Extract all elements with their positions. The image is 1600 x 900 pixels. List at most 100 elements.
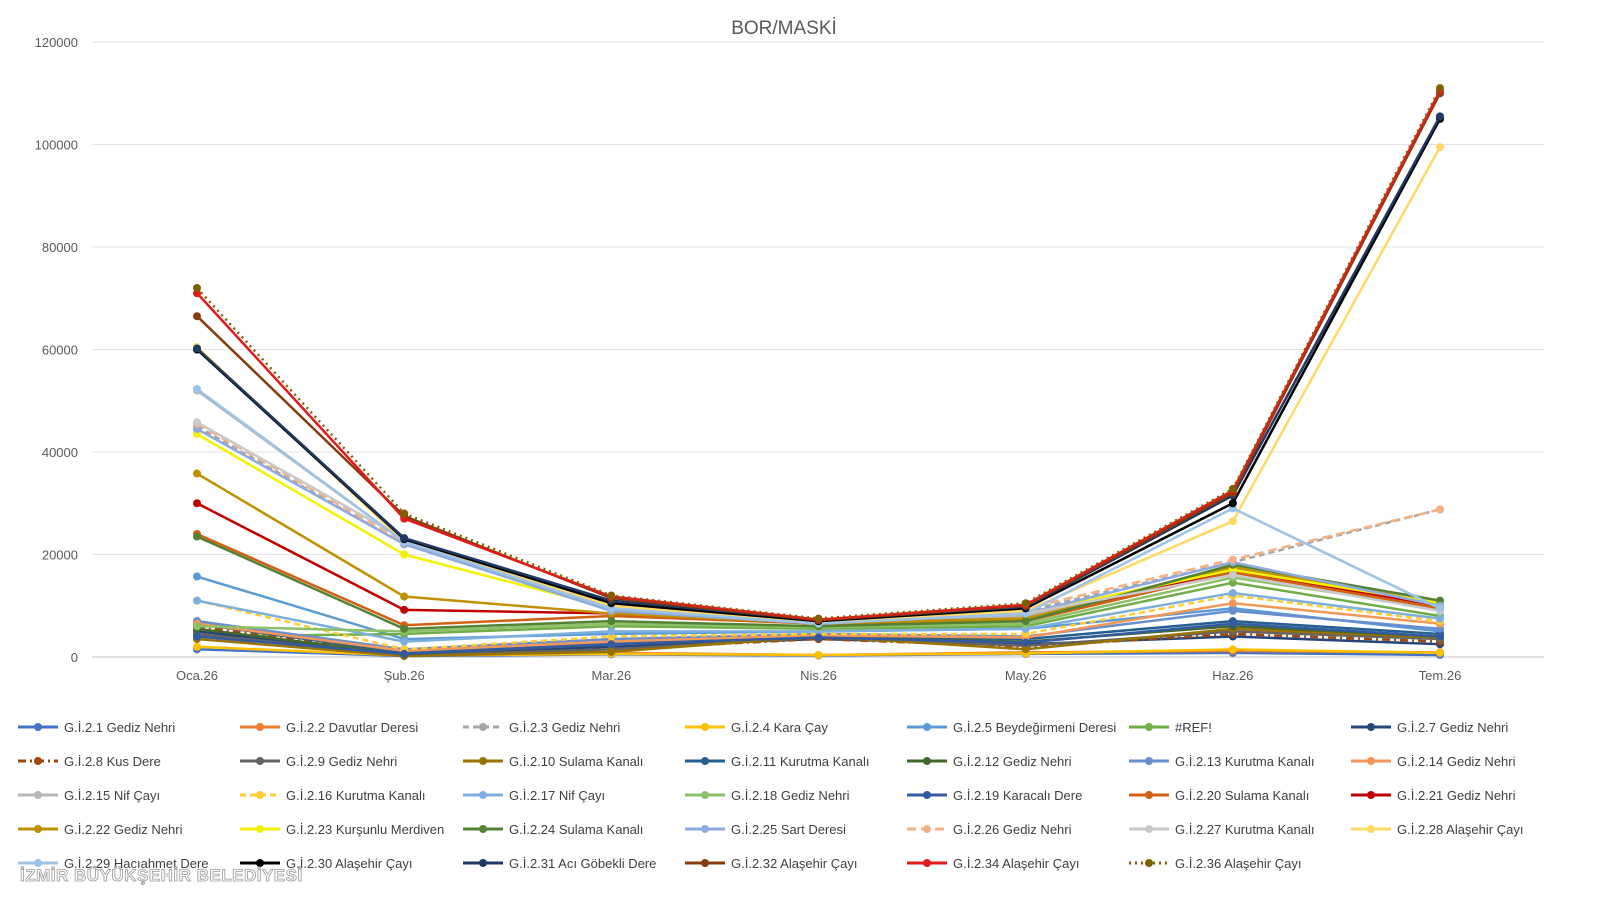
legend-label: G.İ.2.29 Hacıahmet Dere	[64, 855, 209, 871]
data-point	[814, 633, 823, 642]
legend-item: G.İ.2.16 Kurutma Kanalı	[238, 785, 425, 805]
legend-label: G.İ.2.15 Nif Çayı	[64, 787, 161, 803]
legend-swatch	[240, 825, 280, 833]
data-point	[400, 550, 409, 559]
legend-label: G.İ.2.10 Sulama Kanalı	[509, 753, 644, 769]
legend-item: G.İ.2.26 Gediz Nehri	[905, 819, 1072, 839]
series-15	[193, 386, 1444, 628]
legend-label: G.İ.2.31 Acı Göbekli Dere	[509, 855, 657, 871]
legend-item: G.İ.2.11 Kurutma Kanalı	[683, 751, 870, 771]
x-tick-label: Tem.26	[1419, 668, 1462, 683]
legend-item: G.İ.2.13 Kurutma Kanalı	[1127, 751, 1314, 771]
series-32	[193, 89, 1444, 625]
y-axis-ticks: 0 20000 40000 60000 80000 100000 120000	[35, 35, 78, 665]
legend-swatch	[1129, 723, 1169, 731]
legend-item: G.İ.2.17 Nif Çayı	[461, 785, 605, 805]
gridlines	[92, 41, 1544, 658]
legend-item: G.İ.2.30 Alaşehir Çayı	[238, 853, 412, 873]
data-point	[193, 284, 201, 292]
legend-swatch	[907, 825, 947, 833]
legend-label: G.İ.2.36 Alaşehir Çayı	[1175, 855, 1302, 871]
legend-item: G.İ.2.36 Alaşehir Çayı	[1127, 853, 1301, 873]
legend-label: G.İ.2.28 Alaşehir Çayı	[1397, 821, 1524, 837]
legend-swatch	[907, 757, 947, 765]
legend-item: G.İ.2.3 Gediz Nehri	[461, 717, 620, 737]
data-point	[193, 642, 201, 651]
legend-swatch	[685, 859, 725, 867]
data-point	[1436, 112, 1444, 121]
legend-item: G.İ.2.31 Acı Göbekli Dere	[461, 853, 656, 873]
data-point	[400, 509, 409, 518]
legend-item: G.İ.2.23 Kurşunlu Merdiven	[238, 819, 444, 839]
legend-item: G.İ.2.15 Nif Çayı	[16, 785, 160, 805]
legend-label: G.İ.2.18 Gediz Nehri	[731, 787, 850, 803]
legend-label: G.İ.2.24 Sulama Kanalı	[509, 821, 644, 837]
legend-swatch	[18, 859, 58, 867]
data-point	[1021, 617, 1030, 626]
y-tick-label: 120000	[35, 35, 78, 50]
legend-swatch	[907, 723, 947, 731]
data-point	[400, 592, 409, 601]
legend-swatch	[1351, 757, 1391, 765]
legend-label: G.İ.2.11 Kurutma Kanalı	[731, 753, 870, 769]
chart-legend: G.İ.2.1 Gediz Nehri G.İ.2.2 Davutlar Dere…	[0, 720, 1600, 900]
data-point	[1228, 645, 1237, 654]
data-point	[193, 469, 201, 478]
data-point	[607, 640, 616, 649]
legend-label: G.İ.2.2 Davutlar Deresi	[286, 719, 419, 735]
legend-label: G.İ.2.27 Kurutma Kanalı	[1175, 821, 1315, 837]
data-point	[607, 647, 616, 656]
data-point	[193, 499, 201, 508]
data-point	[1436, 614, 1444, 623]
legend-label: G.İ.2.8 Kus Dere	[64, 753, 161, 769]
data-point	[193, 384, 201, 393]
legend-label: G.İ.2.32 Alaşehir Çayı	[731, 855, 858, 871]
data-point	[1436, 648, 1444, 657]
legend-swatch	[907, 791, 947, 799]
legend-label: G.İ.2.26 Gediz Nehri	[953, 821, 1072, 837]
legend-item: G.İ.2.25 Sart Deresi	[683, 819, 846, 839]
series-line	[196, 118, 1442, 623]
x-tick-label: Haz.26	[1212, 668, 1253, 683]
data-point	[193, 572, 201, 581]
data-point	[1436, 632, 1444, 641]
x-axis-ticks: Oca.26 Şub.26 Mar.26 Nis.26 May.26 Haz.26 Tem.…	[176, 668, 1461, 683]
legend-item: G.İ.2.32 Alaşehir Çayı	[683, 853, 857, 873]
data-point	[1228, 517, 1237, 526]
y-tick-label: 0	[71, 650, 78, 665]
data-point	[400, 624, 409, 633]
legend-swatch	[907, 859, 947, 867]
x-tick-label: Oca.26	[176, 668, 218, 683]
data-point	[193, 532, 201, 541]
legend-item: G.İ.2.29 Hacıahmet Dere	[16, 853, 209, 873]
data-point	[1436, 505, 1444, 514]
legend-swatch	[1351, 723, 1391, 731]
series-line	[196, 389, 1441, 625]
legend-item: G.İ.2.2 Davutlar Deresi	[238, 717, 418, 737]
data-point	[400, 534, 409, 543]
series-line	[196, 387, 1441, 625]
legend-item: G.İ.2.24 Sulama Kanalı	[461, 819, 643, 839]
data-point	[1228, 571, 1237, 579]
data-point	[400, 649, 409, 658]
legend-item: G.İ.2.22 Gediz Nehri	[16, 819, 183, 839]
legend-item: G.İ.2.14 Gediz Nehri	[1349, 751, 1516, 771]
series-19	[193, 619, 1444, 658]
series-31	[193, 112, 1444, 625]
data-point	[193, 344, 201, 353]
legend-swatch	[240, 757, 280, 765]
legend-swatch	[18, 791, 58, 799]
legend-label: G.İ.2.14 Gediz Nehri	[1397, 753, 1516, 769]
legend-swatch	[463, 723, 503, 731]
x-tick-label: Nis.26	[800, 668, 837, 683]
data-point	[193, 632, 201, 641]
legend-label: G.İ.2.13 Kurutma Kanalı	[1175, 753, 1315, 769]
data-point	[1228, 619, 1237, 628]
y-tick-label: 20000	[42, 548, 78, 563]
legend-swatch	[240, 859, 280, 867]
chart-title: BOR/MASKİ	[731, 18, 837, 39]
series-30	[193, 114, 1444, 626]
legend-label: G.İ.2.16 Kurutma Kanalı	[286, 787, 426, 803]
legend-label: G.İ.2.17 Nif Çayı	[509, 787, 606, 803]
legend-item: G.İ.2.8 Kus Dere	[16, 751, 161, 771]
